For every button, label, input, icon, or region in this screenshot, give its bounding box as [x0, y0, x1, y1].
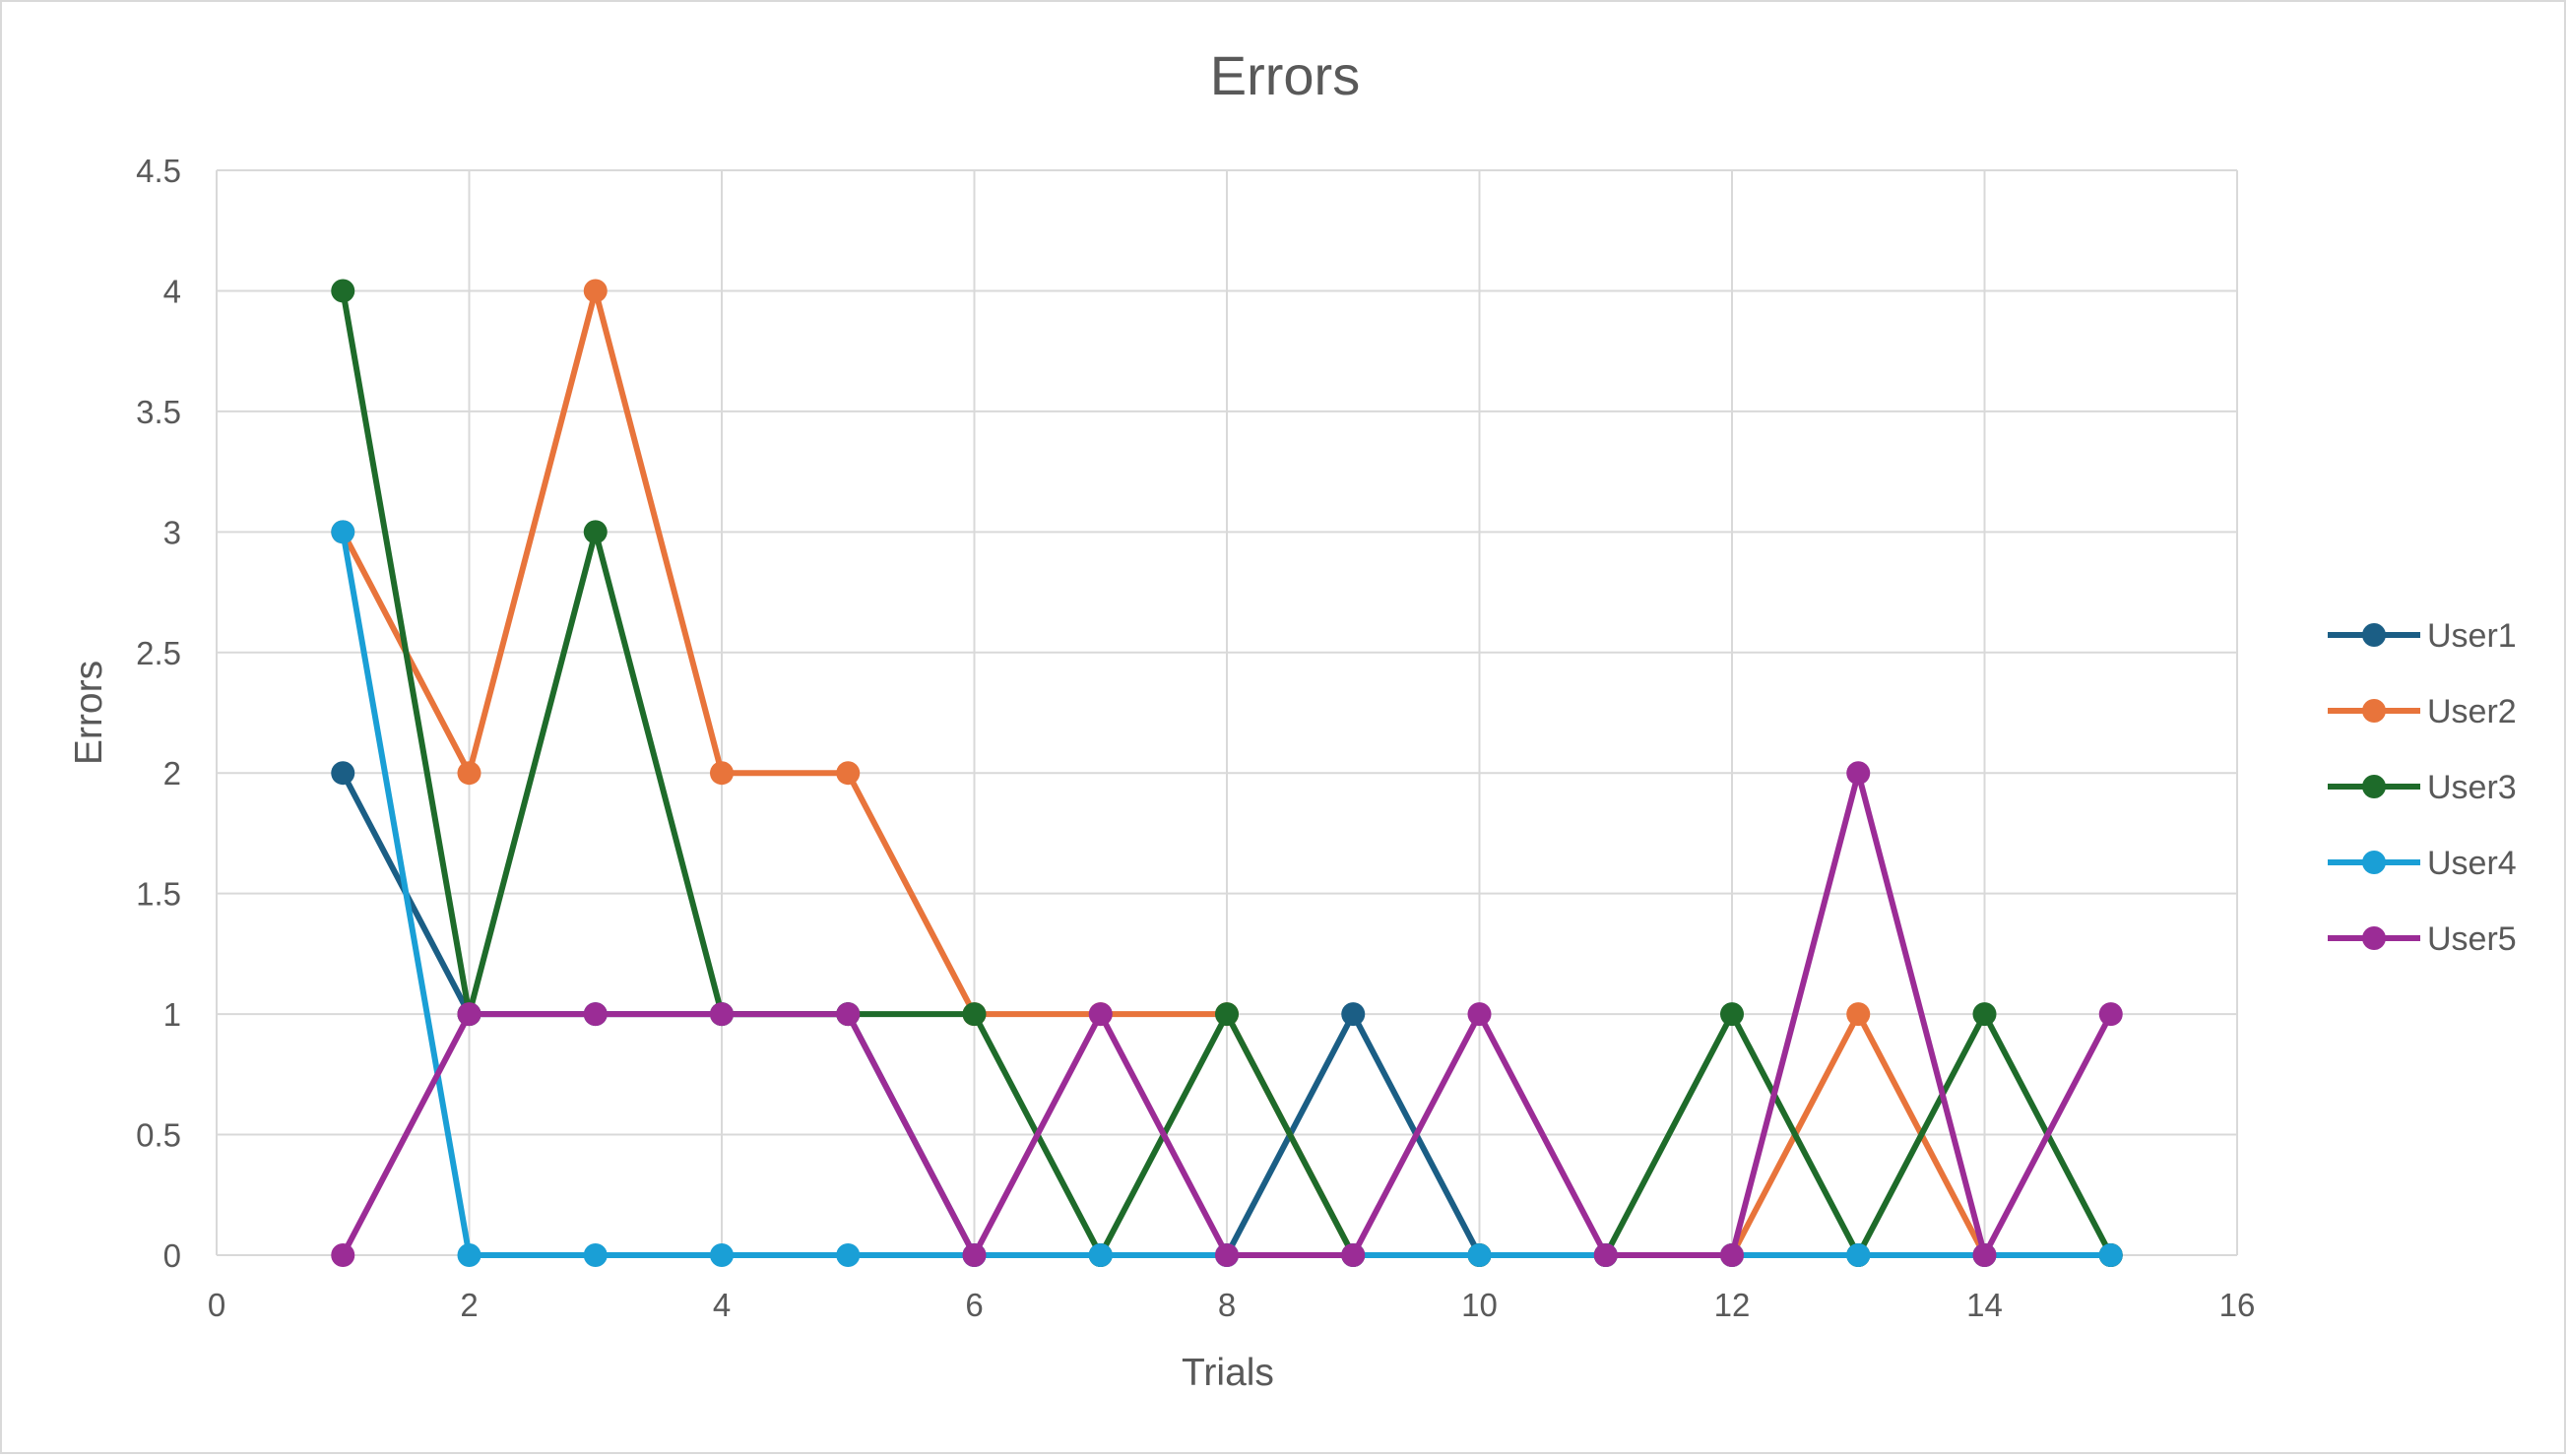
data-point-user1 [1341, 1002, 1366, 1027]
chart-title: Errors [1210, 44, 1360, 106]
legend-label: User1 [2427, 617, 2517, 655]
data-point-user4 [836, 1243, 861, 1267]
data-point-user4 [2098, 1243, 2123, 1267]
data-point-user5 [1972, 1243, 1997, 1267]
x-tick-label: 14 [1966, 1287, 2003, 1323]
x-tick-label: 6 [965, 1287, 983, 1323]
data-point-user5 [583, 1002, 608, 1027]
data-point-user5 [1720, 1243, 1744, 1267]
y-tick-label: 3.5 [136, 394, 181, 430]
legend-marker [2362, 623, 2386, 647]
legend-label: User5 [2427, 920, 2517, 958]
data-point-user5 [457, 1002, 481, 1027]
legend-marker [2362, 775, 2386, 798]
data-point-user5 [710, 1002, 734, 1027]
data-point-user3 [1215, 1002, 1239, 1027]
y-tick-label: 1 [163, 996, 181, 1033]
data-point-user5 [836, 1002, 861, 1027]
y-axis-title: Errors [68, 661, 110, 765]
data-point-user4 [1846, 1243, 1871, 1267]
series-user5 [331, 761, 2123, 1267]
tick-labels: 0 0.5 1 1.5 2 2.5 3 3.5 4 4.5 0 2 4 6 8 10 12 14 16 [136, 153, 2255, 1323]
data-point-user5 [1846, 761, 1871, 786]
data-point-user3 [962, 1002, 987, 1027]
data-point-user5 [331, 1243, 355, 1267]
data-point-user2 [836, 761, 861, 786]
legend-marker [2362, 851, 2386, 874]
legend: User1 User2 User3 User4 User5 [2328, 617, 2517, 958]
data-point-user2 [457, 761, 481, 786]
data-point-user3 [583, 520, 608, 544]
series-lines [331, 279, 2123, 1267]
legend-item-user1: User1 [2328, 617, 2517, 655]
legend-marker [2362, 926, 2386, 950]
x-tick-label: 2 [460, 1287, 478, 1323]
y-tick-label: 3 [163, 514, 181, 550]
y-tick-label: 2 [163, 755, 181, 791]
legend-item-user2: User2 [2328, 693, 2517, 730]
legend-item-user4: User4 [2328, 845, 2517, 882]
legend-label: User4 [2427, 845, 2517, 882]
y-tick-label: 0.5 [136, 1117, 181, 1154]
y-tick-label: 4.5 [136, 153, 181, 189]
x-tick-label: 12 [1714, 1287, 1751, 1323]
legend-label: User3 [2427, 769, 2517, 806]
y-tick-label: 1.5 [136, 876, 181, 913]
data-point-user5 [1467, 1002, 1492, 1027]
x-tick-label: 8 [1218, 1287, 1236, 1323]
legend-marker [2362, 699, 2386, 723]
data-point-user5 [1215, 1243, 1239, 1267]
x-tick-label: 16 [2219, 1287, 2256, 1323]
legend-item-user3: User3 [2328, 769, 2517, 806]
data-point-user2 [1846, 1002, 1871, 1027]
legend-item-user5: User5 [2328, 920, 2517, 958]
data-point-user4 [1088, 1243, 1113, 1267]
data-point-user3 [1720, 1002, 1744, 1027]
data-point-user4 [457, 1243, 481, 1267]
data-point-user4 [331, 520, 355, 544]
x-tick-label: 10 [1461, 1287, 1498, 1323]
data-point-user2 [583, 279, 608, 303]
data-point-user3 [1972, 1002, 1997, 1027]
y-tick-label: 0 [163, 1237, 181, 1274]
data-point-user4 [710, 1243, 734, 1267]
x-axis-title: Trials [1182, 1352, 1274, 1394]
data-point-user5 [1593, 1243, 1618, 1267]
gridlines [216, 169, 2238, 1256]
data-point-user5 [1088, 1002, 1113, 1027]
data-point-user4 [1467, 1243, 1492, 1267]
y-tick-label: 2.5 [136, 635, 181, 671]
x-tick-label: 4 [713, 1287, 731, 1323]
data-point-user3 [331, 279, 355, 303]
data-point-user5 [2098, 1002, 2123, 1027]
data-point-user5 [962, 1243, 987, 1267]
data-point-user4 [583, 1243, 608, 1267]
data-point-user1 [331, 761, 355, 786]
data-point-user5 [1341, 1243, 1366, 1267]
legend-label: User2 [2427, 693, 2517, 730]
y-tick-label: 4 [163, 273, 181, 309]
x-tick-label: 0 [208, 1287, 225, 1323]
data-point-user2 [710, 761, 734, 786]
